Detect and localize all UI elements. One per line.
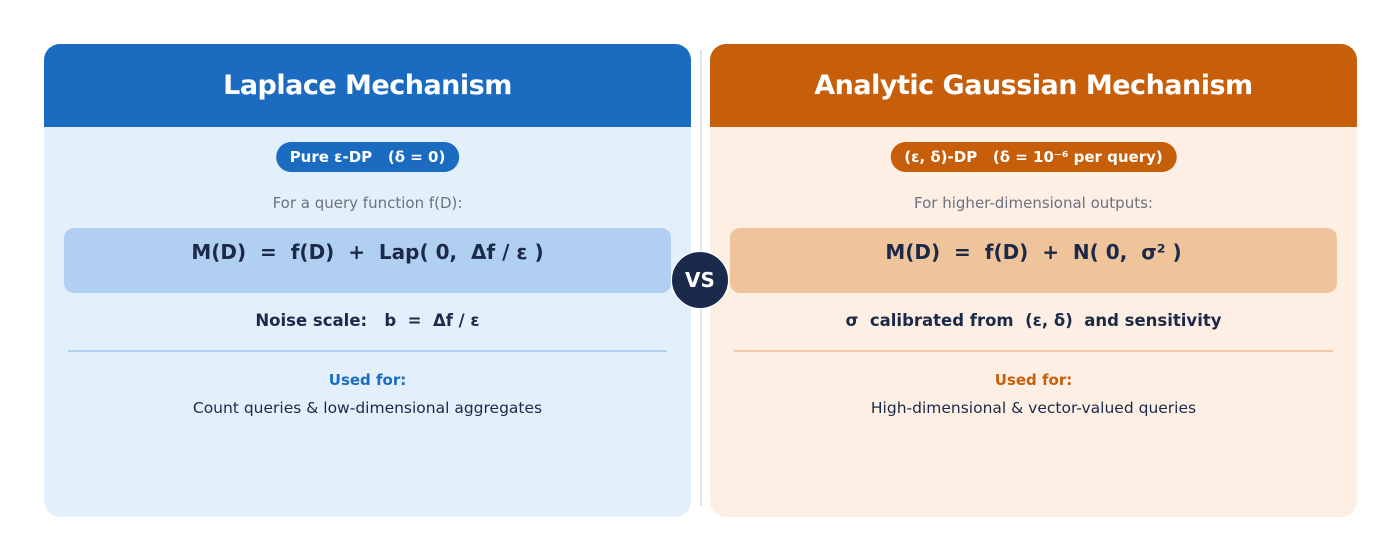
- gaussian-divider: [734, 350, 1333, 352]
- gaussian-intro: For higher-dimensional outputs:: [914, 194, 1153, 212]
- laplace-formula: M(D) = f(D) + Lap( 0, Δf / ε ): [64, 228, 671, 293]
- laplace-divider: [68, 350, 667, 352]
- gaussian-sigma-note: σ calibrated from (ε, δ) and sensitivity: [845, 311, 1222, 330]
- vs-badge: VS: [671, 251, 729, 309]
- laplace-card: Laplace Mechanism Pure ε-DP (δ = 0) For …: [44, 44, 691, 517]
- gaussian-title: Analytic Gaussian Mechanism: [710, 44, 1357, 127]
- gaussian-formula: M(D) = f(D) + N( 0, σ² ): [730, 228, 1337, 293]
- gaussian-used-desc: High-dimensional & vector-valued queries: [870, 399, 1197, 417]
- laplace-used-label: Used for:: [328, 371, 407, 389]
- gaussian-used-label: Used for:: [994, 371, 1073, 389]
- gaussian-privacy-badge: (ε, δ)-DP (δ = 10⁻⁶ per query): [890, 142, 1177, 172]
- laplace-used-desc: Count queries & low-dimensional aggregat…: [192, 399, 543, 417]
- gaussian-card: Analytic Gaussian Mechanism (ε, δ)-DP (δ…: [710, 44, 1357, 517]
- laplace-privacy-badge: Pure ε-DP (δ = 0): [275, 142, 460, 172]
- laplace-intro: For a query function f(D):: [272, 194, 463, 212]
- laplace-title: Laplace Mechanism: [44, 44, 691, 127]
- laplace-noise-scale: Noise scale: b = Δf / ε: [255, 311, 480, 330]
